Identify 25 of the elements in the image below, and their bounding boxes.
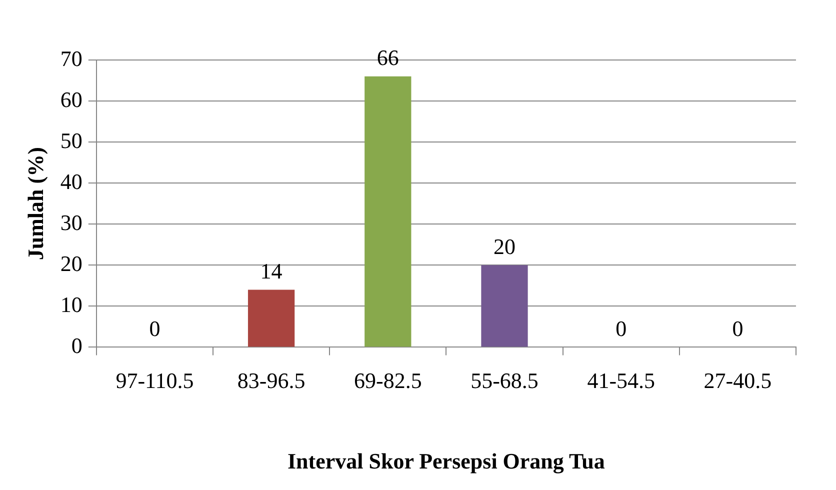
y-tick-label: 40 bbox=[60, 168, 82, 194]
y-axis-title: Jumlah (%) bbox=[22, 147, 48, 260]
data-label: 14 bbox=[260, 258, 282, 284]
bar bbox=[364, 76, 412, 347]
data-label: 0 bbox=[732, 316, 744, 341]
data-label: 0 bbox=[616, 316, 627, 341]
bar bbox=[248, 290, 295, 347]
x-tick-label: 41-54.5 bbox=[587, 368, 656, 394]
y-tick-label: 70 bbox=[60, 46, 82, 71]
y-tick-label: 30 bbox=[60, 210, 82, 235]
x-tick-label: 97-110.5 bbox=[116, 368, 194, 394]
y-tick-label: 60 bbox=[60, 86, 82, 112]
x-axis-title: Interval Skor Persepsi Orang Tua bbox=[287, 448, 605, 474]
x-tick-label: 27-40.5 bbox=[704, 368, 772, 394]
x-tick-label: 69-82.5 bbox=[354, 368, 422, 394]
y-tick-label: 20 bbox=[60, 250, 82, 276]
data-label: 66 bbox=[376, 45, 399, 70]
x-tick-label: 55-68.5 bbox=[470, 368, 538, 394]
y-tick-label: 50 bbox=[60, 128, 82, 153]
bar bbox=[481, 265, 528, 347]
x-tick-label: 83-96.5 bbox=[237, 368, 306, 394]
data-label: 20 bbox=[494, 234, 516, 259]
y-tick-label: 0 bbox=[71, 332, 82, 358]
y-tick-label: 10 bbox=[60, 292, 82, 317]
data-label: 0 bbox=[149, 316, 160, 341]
